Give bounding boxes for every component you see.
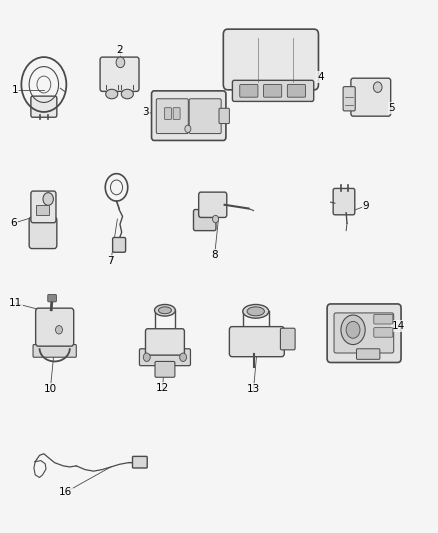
FancyBboxPatch shape <box>334 313 394 353</box>
FancyBboxPatch shape <box>351 78 391 116</box>
Text: 7: 7 <box>108 256 114 266</box>
FancyBboxPatch shape <box>156 99 188 134</box>
Text: 2: 2 <box>116 45 123 55</box>
FancyBboxPatch shape <box>48 294 57 302</box>
Text: 4: 4 <box>317 71 324 82</box>
Ellipse shape <box>106 90 118 99</box>
Text: 12: 12 <box>156 383 170 393</box>
FancyBboxPatch shape <box>333 189 355 215</box>
FancyBboxPatch shape <box>165 108 171 119</box>
FancyBboxPatch shape <box>29 217 57 248</box>
FancyBboxPatch shape <box>357 349 380 359</box>
FancyBboxPatch shape <box>374 314 393 324</box>
Ellipse shape <box>243 304 269 318</box>
Circle shape <box>373 82 382 92</box>
FancyBboxPatch shape <box>33 344 76 357</box>
Ellipse shape <box>121 90 134 99</box>
Ellipse shape <box>155 304 175 316</box>
FancyBboxPatch shape <box>31 96 57 117</box>
Circle shape <box>56 326 63 334</box>
FancyBboxPatch shape <box>189 99 221 134</box>
FancyBboxPatch shape <box>264 85 282 97</box>
Text: 5: 5 <box>389 103 395 114</box>
FancyBboxPatch shape <box>145 329 184 355</box>
Circle shape <box>116 57 125 68</box>
FancyBboxPatch shape <box>35 205 49 215</box>
Text: 6: 6 <box>10 218 17 228</box>
FancyBboxPatch shape <box>327 304 401 362</box>
FancyBboxPatch shape <box>219 108 230 124</box>
FancyBboxPatch shape <box>173 108 180 119</box>
FancyBboxPatch shape <box>240 85 258 97</box>
Circle shape <box>346 321 360 338</box>
Circle shape <box>180 353 187 361</box>
FancyBboxPatch shape <box>287 85 305 97</box>
Text: 9: 9 <box>363 201 369 211</box>
FancyBboxPatch shape <box>152 91 226 140</box>
FancyBboxPatch shape <box>230 327 284 357</box>
Text: 16: 16 <box>59 487 72 497</box>
FancyBboxPatch shape <box>280 328 295 350</box>
Circle shape <box>212 215 219 223</box>
Circle shape <box>341 315 365 344</box>
Circle shape <box>185 125 191 133</box>
Text: 8: 8 <box>212 250 218 260</box>
FancyBboxPatch shape <box>155 361 175 377</box>
Text: 13: 13 <box>247 384 260 394</box>
Text: 10: 10 <box>44 384 57 394</box>
FancyBboxPatch shape <box>113 238 126 252</box>
FancyBboxPatch shape <box>233 80 314 101</box>
Text: 11: 11 <box>9 298 22 309</box>
Ellipse shape <box>159 307 171 314</box>
FancyBboxPatch shape <box>374 328 393 337</box>
Ellipse shape <box>247 307 265 316</box>
FancyBboxPatch shape <box>343 87 355 111</box>
FancyBboxPatch shape <box>100 57 139 91</box>
Text: 1: 1 <box>11 85 18 95</box>
FancyBboxPatch shape <box>223 29 318 90</box>
Text: 3: 3 <box>142 108 149 117</box>
FancyBboxPatch shape <box>31 191 56 223</box>
Circle shape <box>43 192 53 205</box>
FancyBboxPatch shape <box>199 192 227 217</box>
FancyBboxPatch shape <box>35 308 74 346</box>
Text: 14: 14 <box>392 320 405 330</box>
Circle shape <box>143 353 150 361</box>
FancyBboxPatch shape <box>139 349 191 366</box>
FancyBboxPatch shape <box>194 209 216 231</box>
FancyBboxPatch shape <box>133 456 147 468</box>
